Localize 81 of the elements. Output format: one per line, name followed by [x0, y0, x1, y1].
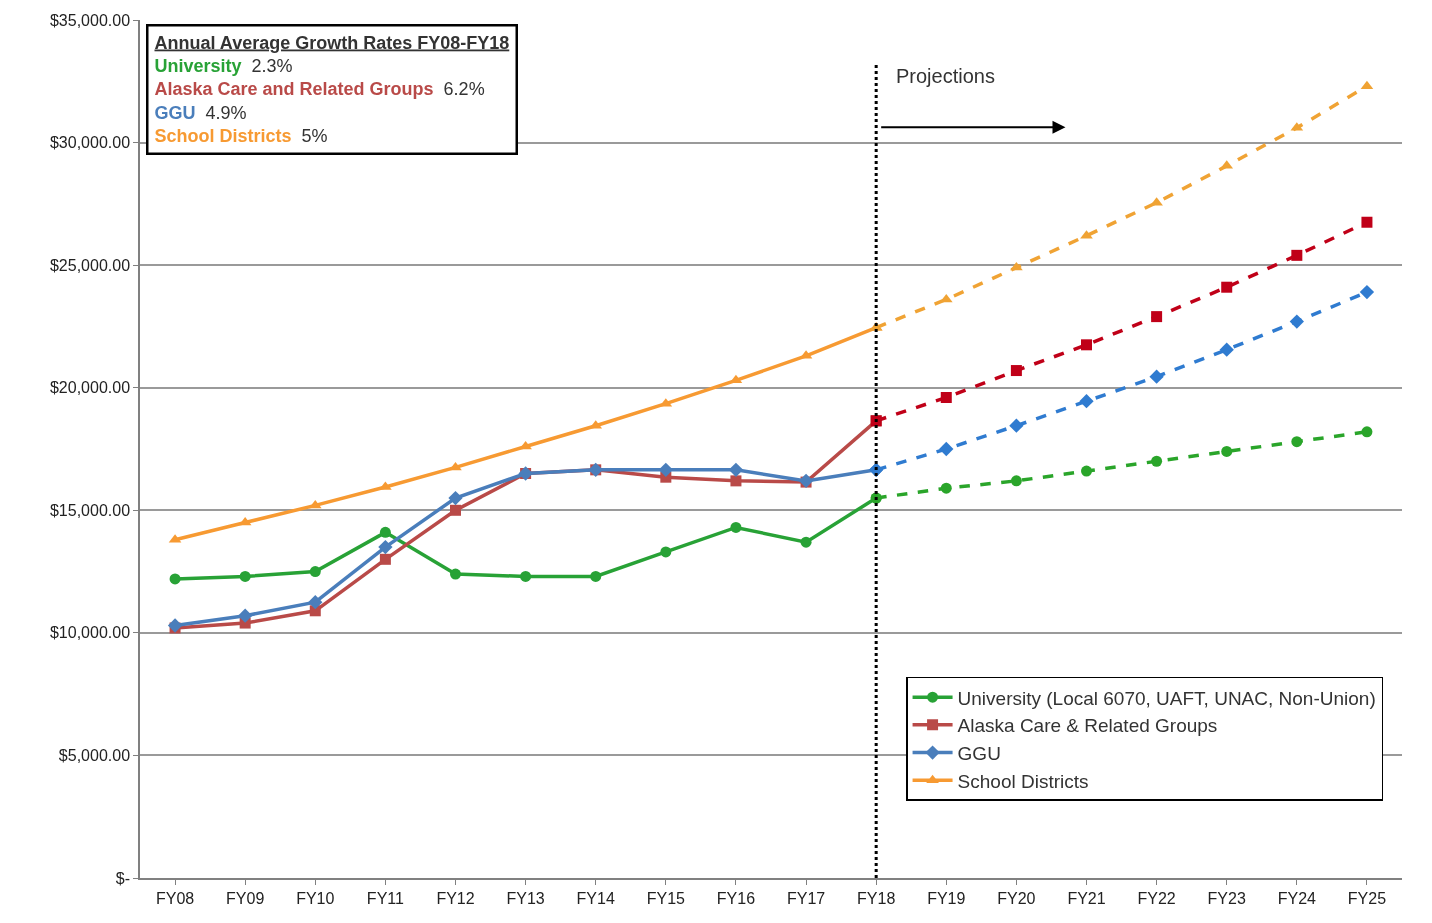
y-tick-label: $35,000.00	[49, 11, 131, 29]
point	[309, 566, 321, 578]
x-tick-label: FY16	[716, 889, 756, 907]
x-tick-label: FY22	[1137, 889, 1176, 907]
point	[660, 546, 672, 558]
legend-label: Alaska Care & Related Groups	[957, 715, 1218, 737]
annotation: Annual Average Growth Rates FY08-FY18	[154, 32, 510, 53]
point	[1219, 342, 1234, 357]
legend-label: GGU	[957, 742, 1001, 764]
point	[239, 570, 251, 582]
x-tick-label: FY11	[366, 889, 405, 907]
point	[730, 521, 742, 533]
y-tick-label: $30,000.00	[49, 134, 131, 152]
point	[1151, 311, 1163, 323]
point	[1151, 455, 1163, 467]
point	[520, 570, 532, 582]
x-tick-label: FY21	[1067, 889, 1106, 907]
legend-label: School Districts	[957, 770, 1089, 792]
point	[449, 461, 462, 471]
annotation: GGU 4.9%	[154, 102, 247, 123]
point	[1010, 365, 1022, 377]
x-tick-label: FY14	[576, 889, 615, 907]
point	[308, 499, 322, 509]
point	[1149, 369, 1164, 384]
y-tick-label: $5,000.00	[58, 747, 131, 765]
point	[590, 570, 602, 582]
point	[1359, 284, 1375, 300]
point	[1289, 314, 1304, 329]
point	[728, 462, 744, 477]
x-tick-label: FY09	[226, 889, 265, 907]
x-tick-label: FY20	[997, 889, 1036, 907]
point	[1079, 394, 1094, 409]
point	[939, 293, 953, 303]
point	[940, 482, 952, 494]
x-tick-label: FY08	[155, 889, 195, 907]
x-tick-label: FY25	[1347, 889, 1387, 907]
point	[448, 490, 463, 506]
x-tick-label: FY12	[436, 889, 475, 907]
x-tick-label: FY15	[646, 889, 686, 907]
legend-label: University (Local 6070, UAFT, UNAC, Non-Union)	[957, 687, 1376, 709]
point	[1010, 475, 1022, 487]
x-tick-label: FY13	[506, 889, 545, 907]
point	[730, 475, 742, 487]
point	[238, 608, 253, 623]
y-tick-label: $20,000.00	[49, 379, 131, 397]
y-tick-label: $15,000.00	[49, 501, 131, 519]
point	[729, 374, 743, 384]
point	[1221, 445, 1233, 457]
point	[450, 568, 461, 580]
x-tick-label: FY17	[786, 889, 826, 907]
ref-line-label: Projections	[896, 65, 995, 87]
x-tick-label: FY19	[927, 889, 966, 907]
point	[940, 392, 952, 404]
y-tick-label: $25,000.00	[49, 256, 131, 274]
point	[379, 526, 391, 538]
point	[379, 553, 391, 565]
point	[1291, 436, 1303, 448]
point	[1221, 281, 1233, 293]
annotation: School Districts 5%	[154, 126, 328, 147]
point	[1291, 249, 1303, 261]
annotation: Alaska Care and Related Groups 6.2%	[154, 79, 485, 100]
point	[1081, 465, 1092, 477]
point	[1361, 216, 1373, 228]
point	[1081, 339, 1092, 351]
point	[800, 536, 812, 548]
point	[378, 539, 393, 555]
y-tick-label: $-	[115, 869, 131, 887]
point	[167, 618, 183, 633]
point	[1361, 426, 1373, 438]
point	[450, 504, 461, 516]
x-tick-label: FY24	[1277, 889, 1317, 907]
point	[658, 462, 673, 477]
point	[169, 573, 181, 585]
x-tick-label: FY18	[857, 889, 896, 907]
y-tick-label: $10,000.00	[49, 624, 131, 642]
point	[939, 441, 954, 457]
x-tick-label: FY23	[1207, 889, 1246, 907]
x-tick-label: FY10	[296, 889, 335, 907]
annotation: University 2.3%	[154, 55, 293, 76]
point	[308, 595, 323, 610]
point	[1009, 418, 1024, 433]
